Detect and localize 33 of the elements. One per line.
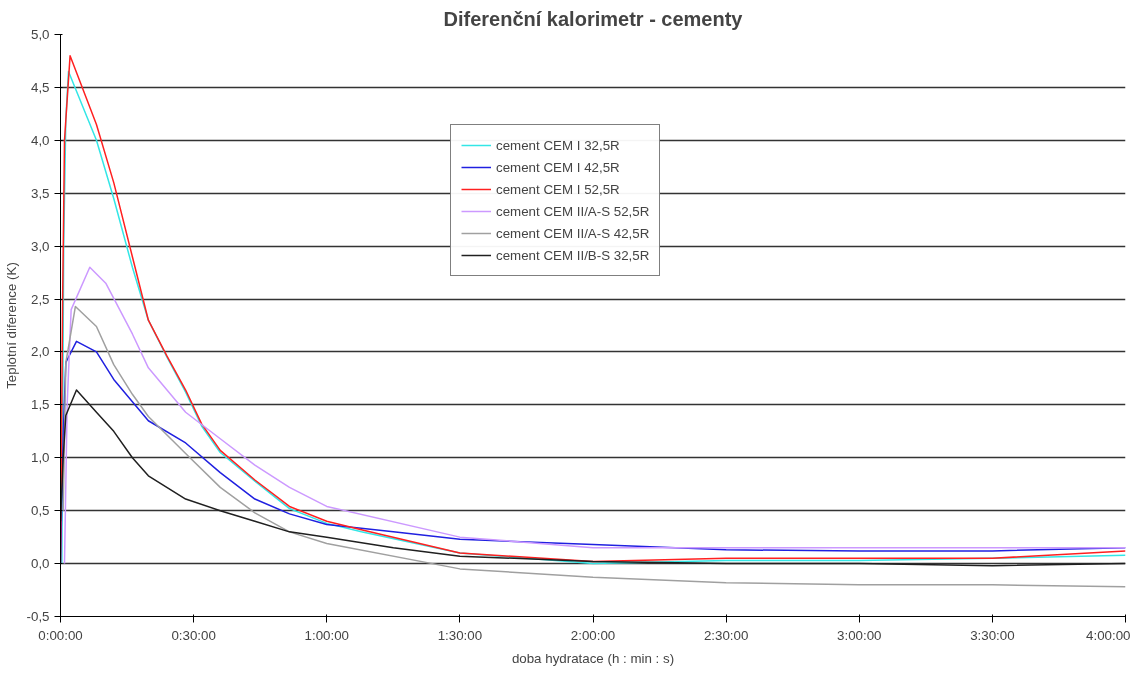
- x-tick-label: 4:00:00: [1086, 627, 1131, 643]
- y-tick-label: 2,0: [30, 344, 50, 360]
- x-tick-label: 3:00:00: [837, 627, 882, 643]
- legend-label: cement CEM I 42,5R: [496, 159, 620, 175]
- y-tick-label: 3,0: [30, 238, 50, 254]
- y-tick-label: 5,0: [30, 27, 50, 42]
- line-series: [60, 389, 1126, 567]
- line-series: [63, 266, 1126, 565]
- x-tick-label: 1:00:00: [304, 627, 349, 643]
- chart-title: Diferenční kalorimetr - cementy: [443, 7, 744, 30]
- x-tick-label: 2:00:00: [570, 627, 616, 643]
- y-tick-label: 0,5: [30, 503, 50, 519]
- y-tick-label: 0,0: [30, 556, 50, 572]
- legend-label: cement CEM II/A-S 52,5R: [496, 203, 650, 219]
- line-series: [62, 305, 1126, 588]
- x-tick-label: 0:30:00: [171, 627, 216, 643]
- y-tick-label: 3,5: [30, 185, 50, 201]
- y-axis-title: Teplotní diference (K): [3, 262, 19, 389]
- legend-label: cement CEM II/A-S 42,5R: [496, 225, 650, 241]
- x-tick-label: 3:30:00: [970, 627, 1015, 643]
- x-tick-label: 2:30:00: [703, 627, 749, 643]
- y-tick-label: 1,0: [30, 450, 50, 466]
- y-tick-label: 1,5: [30, 397, 50, 413]
- x-axis-title: doba hydratace (h : min : s): [511, 650, 675, 666]
- legend-label: cement CEM II/B-S 32,5R: [496, 247, 650, 263]
- y-tick-label: 4,5: [30, 79, 50, 95]
- y-tick-label: -0,5: [26, 609, 50, 624]
- legend-label: cement CEM I 52,5R: [496, 181, 620, 197]
- legend-label: cement CEM I 32,5R: [496, 137, 620, 153]
- x-tick-label: 1:30:00: [437, 627, 483, 643]
- x-tick-label: 0:00:00: [38, 627, 83, 643]
- y-tick-label: 4,0: [30, 132, 50, 148]
- y-tick-label: 2,5: [30, 291, 50, 307]
